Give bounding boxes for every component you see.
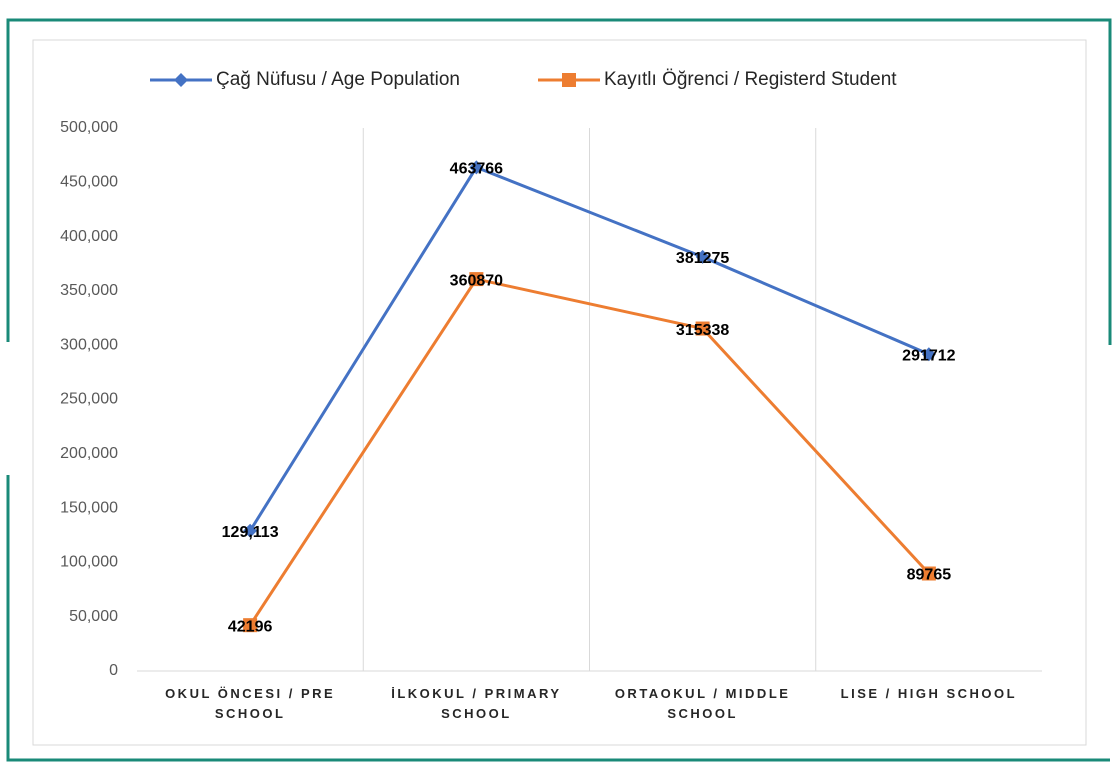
x-tick-label: İLKOKUL / PRIMARY SCHOOL	[391, 686, 562, 721]
legend-label: Kayıtlı Öğrenci / Registerd Student	[604, 69, 897, 90]
marker	[469, 160, 484, 175]
marker	[562, 73, 576, 87]
y-tick-label: 300,000	[60, 336, 118, 353]
marker	[695, 249, 710, 264]
data-label: 291712	[902, 347, 955, 364]
marker	[243, 523, 258, 538]
y-tick-label: 200,000	[60, 445, 118, 462]
data-label: 89765	[907, 567, 952, 584]
data-label: 463766	[450, 161, 503, 178]
y-tick-label: 100,000	[60, 554, 118, 571]
legend-label: Çağ Nüfusu / Age Population	[216, 69, 460, 90]
series-line	[248, 165, 930, 532]
data-label: 381275	[676, 250, 729, 267]
marker	[695, 321, 710, 336]
frame	[6, 18, 1112, 762]
series-line	[248, 277, 930, 626]
y-tick-label: 350,000	[60, 282, 118, 299]
y-tick-label: 400,000	[60, 228, 118, 245]
y-tick-label: 500,000	[60, 119, 118, 136]
marker	[174, 73, 188, 87]
x-tick-label: ORTAOKUL / MIDDLE SCHOOL	[614, 686, 791, 721]
chart-area	[32, 39, 1087, 746]
marker	[243, 618, 258, 633]
y-tick-label: 250,000	[60, 391, 118, 408]
y-tick-label: 50,000	[69, 608, 118, 625]
marker	[469, 272, 484, 287]
y-tick-label: 0	[109, 662, 118, 679]
marker	[921, 347, 936, 362]
x-tick-label: LISE / HIGH SCHOOL	[840, 686, 1018, 701]
data-label: 360870	[450, 272, 503, 289]
data-label: 315338	[676, 322, 729, 339]
y-tick-label: 150,000	[60, 499, 118, 516]
data-label: 42196	[228, 618, 273, 635]
marker	[921, 566, 936, 581]
y-tick-label: 450,000	[60, 174, 118, 191]
x-tick-label: OKUL ÖNCESI / PRE SCHOOL	[165, 686, 336, 721]
data-label: 129,113	[222, 524, 279, 541]
